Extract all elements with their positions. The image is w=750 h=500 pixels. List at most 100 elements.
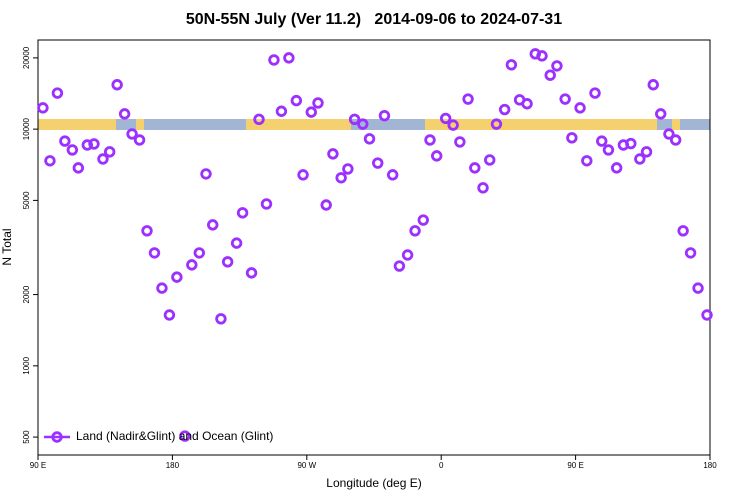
- data-point: [677, 225, 689, 237]
- data-point: [581, 155, 593, 167]
- data-point: [179, 430, 191, 442]
- data-point: [447, 119, 459, 131]
- data-point: [290, 94, 303, 107]
- surface-strip: [38, 119, 710, 130]
- land-strip: [246, 119, 351, 130]
- ocean-strip: [38, 119, 710, 130]
- data-point: [171, 271, 183, 283]
- y-tick-label: 20000: [22, 46, 31, 69]
- data-point: [454, 136, 466, 148]
- data-point: [602, 144, 615, 156]
- data-point: [363, 133, 376, 145]
- data-point: [97, 153, 109, 165]
- data-point: [297, 169, 309, 181]
- data-point: [260, 198, 273, 210]
- data-point: [574, 102, 586, 114]
- data-point: [72, 162, 85, 174]
- legend-marker: [51, 431, 63, 443]
- land-strip: [425, 119, 657, 130]
- data-point: [521, 98, 533, 110]
- data-point: [148, 247, 161, 259]
- data-point: [118, 108, 131, 120]
- plot-frame: [37, 39, 711, 456]
- data-point: [431, 150, 443, 162]
- data-point: [186, 259, 198, 271]
- data-point: [236, 207, 249, 219]
- x-tick-label: 0: [439, 461, 444, 470]
- land-strip: [38, 119, 116, 130]
- data-point: [141, 225, 153, 237]
- data-point: [348, 113, 361, 126]
- data-point: [439, 112, 452, 125]
- data-point: [66, 144, 79, 156]
- data-point: [372, 157, 384, 169]
- data-point: [156, 282, 168, 294]
- data-point: [103, 146, 116, 158]
- data-point: [692, 282, 704, 294]
- data-point: [505, 59, 518, 71]
- x-tick-label: 90 E: [30, 461, 46, 470]
- data-point: [669, 134, 682, 146]
- legend-label: Land (Nadir&Glint) and Ocean (Glint): [76, 429, 273, 443]
- x-axis-label: Longitude (deg E): [326, 476, 421, 490]
- data-point: [268, 54, 280, 66]
- data-point: [401, 249, 414, 261]
- data-point: [59, 135, 71, 147]
- data-point: [477, 182, 489, 194]
- data-point: [44, 155, 56, 167]
- data-point: [335, 172, 347, 184]
- data-point: [207, 219, 219, 231]
- data-point: [312, 97, 324, 109]
- y-axis-label: N Total: [0, 228, 14, 265]
- y-tick-label: 2000: [22, 285, 31, 303]
- data-point: [559, 93, 571, 105]
- land-strip: [672, 119, 680, 130]
- data-point: [81, 139, 93, 151]
- data-point: [126, 128, 138, 140]
- y-tick-label: 5000: [22, 191, 31, 209]
- data-point: [245, 267, 258, 279]
- data-point: [283, 52, 295, 64]
- data-point: [305, 106, 317, 118]
- data-point: [634, 153, 646, 165]
- data-point: [589, 87, 601, 99]
- data-point: [37, 102, 49, 114]
- data-point: [469, 162, 481, 174]
- data-point: [551, 60, 563, 72]
- data-point: [684, 247, 697, 259]
- data-point: [536, 50, 548, 62]
- x-tick-label: 90 E: [567, 461, 583, 470]
- data-point: [357, 118, 369, 130]
- data-point: [424, 134, 436, 146]
- data-point: [566, 132, 578, 144]
- data-point: [462, 93, 474, 105]
- data-point: [342, 163, 354, 175]
- x-tick-label: 180: [703, 461, 717, 470]
- data-point: [701, 309, 713, 321]
- data-point: [647, 79, 659, 91]
- data-point: [417, 214, 429, 226]
- data-point: [230, 237, 243, 249]
- data-point: [378, 109, 391, 122]
- data-point: [498, 103, 511, 116]
- chart-title: 50N-55N July (Ver 11.2) 2014-09-06 to 20…: [186, 11, 562, 28]
- data-point: [490, 118, 503, 130]
- data-point: [544, 69, 556, 81]
- y-tick-label: 500: [22, 430, 31, 444]
- data-point: [655, 108, 667, 120]
- data-point: [253, 113, 265, 126]
- y-tick-label: 10000: [22, 117, 31, 140]
- data-point: [393, 260, 406, 272]
- data-point: [484, 154, 496, 166]
- data-point: [275, 105, 288, 117]
- data-point: [221, 256, 234, 268]
- data-point: [596, 135, 608, 147]
- data-point: [51, 87, 64, 99]
- data-point: [88, 138, 100, 150]
- data-point: [200, 168, 212, 180]
- data-point: [327, 148, 339, 160]
- data-point: [610, 162, 623, 174]
- y-tick-label: 1000: [22, 356, 31, 374]
